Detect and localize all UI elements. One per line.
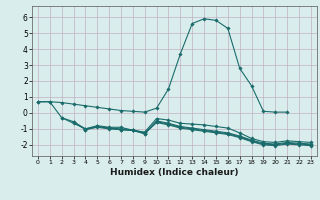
X-axis label: Humidex (Indice chaleur): Humidex (Indice chaleur) xyxy=(110,168,239,177)
